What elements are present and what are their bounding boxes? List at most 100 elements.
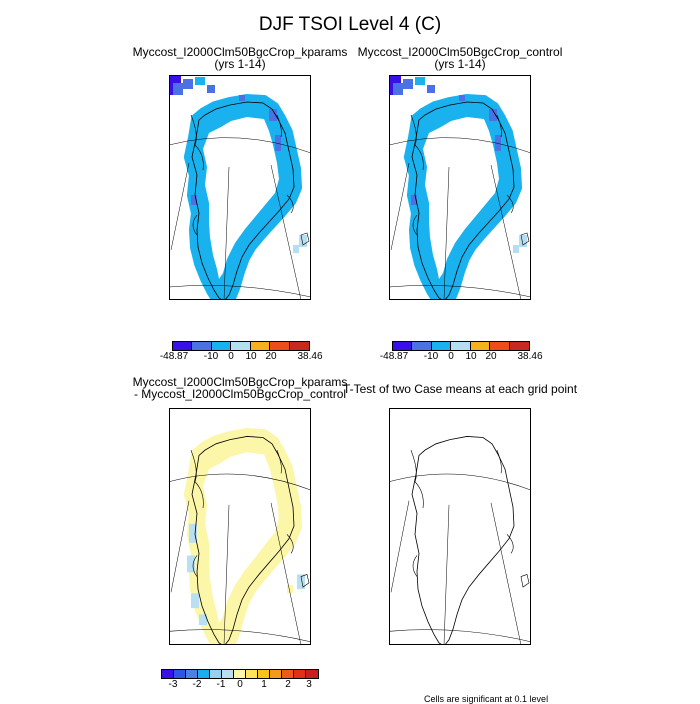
- island: [520, 574, 530, 588]
- coastline: [411, 101, 515, 300]
- colorbar-swatch: [509, 342, 529, 350]
- panel-title-ttest: T-Test of two Case means at each grid po…: [320, 383, 600, 395]
- panel-title-line1: Myccost_I2000Clm50BgcCrop_kparams: [132, 45, 348, 59]
- panel-title-line1: Myccost_I2000Clm50BgcCrop_kparams: [132, 375, 348, 389]
- colorbar-tick-label: 0: [448, 351, 454, 362]
- coastline-detail: [410, 450, 514, 577]
- grid-cell: [393, 83, 403, 95]
- grid-cell: [513, 245, 519, 253]
- panel-title-control: Myccost_I2000Clm50BgcCrop_control (yrs 1…: [320, 46, 600, 70]
- grid-cell: [489, 109, 497, 121]
- graticule-line: [270, 164, 302, 300]
- grid-cell: [459, 95, 465, 101]
- colorbar-swatch: [470, 342, 491, 350]
- colorbar-swatches: [161, 669, 319, 679]
- map-panel-kparams: [169, 75, 311, 300]
- colorbar-swatches: [172, 341, 310, 351]
- grid-cell: [189, 523, 197, 543]
- graticule-line: [169, 473, 311, 491]
- colorbar-swatch: [431, 342, 452, 350]
- map-frame: [389, 75, 531, 300]
- grid-cell: [191, 593, 199, 609]
- colorbar-swatch: [250, 342, 271, 350]
- graticule-line: [270, 502, 302, 645]
- colorbar-swatch: [282, 670, 294, 678]
- grid-cell: [239, 95, 245, 101]
- coastline: [191, 101, 295, 300]
- grid-cell: [293, 245, 299, 253]
- graticule-line: [169, 137, 311, 154]
- colorbar-swatch: [246, 670, 258, 678]
- colorbar-tick-label: 0: [237, 679, 243, 690]
- colorbar-tick-label: 38.46: [297, 351, 323, 362]
- colorbar-tick-label: 2: [285, 679, 291, 690]
- ice-sheet-interior: [423, 117, 499, 279]
- grid-cell: [183, 79, 193, 89]
- grid-cell: [207, 85, 215, 93]
- colorbar-tick-label: -10: [423, 351, 439, 362]
- grid-cell: [199, 614, 207, 625]
- grid-cell: [229, 618, 237, 630]
- colorbar-difference: -3 -2 -1 0 1 2 3: [161, 669, 321, 693]
- panel-title-line2: - Myccost_I2000Clm50BgcCrop_control: [133, 387, 347, 401]
- grid-cell: [415, 77, 425, 85]
- graticule-line: [490, 164, 522, 300]
- island: [520, 232, 530, 246]
- colorbar-swatch: [162, 670, 174, 678]
- colorbar-tick-label: 10: [245, 351, 257, 362]
- colorbar-swatch: [270, 670, 282, 678]
- colorbar-swatch: [289, 342, 309, 350]
- colorbar-tick-label: 3: [306, 679, 312, 690]
- colorbar-tick-label: 20: [485, 351, 497, 362]
- grid-cell: [427, 85, 435, 93]
- colorbar-swatch: [198, 670, 210, 678]
- colorbar-swatch: [451, 342, 471, 350]
- panel-title-line2: (yrs 1-14): [434, 57, 486, 71]
- graticule-line: [223, 166, 230, 300]
- colorbar-swatch: [258, 670, 270, 678]
- panel-title-kparams: Myccost_I2000Clm50BgcCrop_kparams (yrs 1…: [100, 46, 380, 70]
- colorbar-swatch: [192, 342, 212, 350]
- coastline: [411, 436, 515, 645]
- colorbar-swatch: [211, 342, 232, 350]
- colorbar-tick-label: -1: [216, 679, 226, 690]
- graticule-line: [390, 500, 410, 593]
- grid-cell: [269, 109, 277, 121]
- colorbar-tick-label: 1: [261, 679, 267, 690]
- graticule-line: [443, 504, 450, 645]
- colorbar-swatch: [173, 342, 193, 350]
- graticule-line: [389, 473, 531, 491]
- grid-cell: [173, 83, 183, 95]
- graticule-line: [170, 162, 190, 251]
- panel-title-difference: Myccost_I2000Clm50BgcCrop_kparams - Mycc…: [100, 376, 380, 400]
- grid-cell: [195, 77, 205, 85]
- colorbar-swatch: [393, 342, 413, 350]
- graticule-line: [389, 137, 531, 154]
- graticule-line: [223, 504, 230, 645]
- colorbar-swatch: [210, 670, 222, 678]
- map-frame: [169, 75, 311, 300]
- ice-sheet-interior: [203, 117, 279, 279]
- map-frame: [389, 408, 531, 645]
- colorbar-tick-label: -48.87: [379, 351, 409, 362]
- colorbar-kparams: -48.87 -10 0 10 20 38.46: [160, 341, 323, 365]
- graticule-line: [389, 629, 531, 643]
- colorbar-swatch: [234, 670, 246, 678]
- grid-cell: [495, 135, 501, 151]
- coastline-detail: [190, 450, 294, 577]
- footnote: Cells are significant at 0.1 level: [424, 694, 549, 704]
- colorbar-swatch: [186, 670, 198, 678]
- colorbar-swatches: [392, 341, 530, 351]
- colorbar-swatch: [412, 342, 432, 350]
- main-title: DJF TSOI Level 4 (C): [258, 14, 442, 35]
- colorbar-tick-label: 20: [265, 351, 277, 362]
- map-panel-difference: [169, 408, 311, 645]
- colorbar-swatch: [231, 342, 251, 350]
- graticule-line: [170, 500, 190, 593]
- graticule-line: [490, 502, 522, 645]
- colorbar-swatch: [306, 670, 318, 678]
- colorbar-tick-label: 38.46: [517, 351, 543, 362]
- grid-cell: [275, 135, 281, 151]
- panel-title-line1: Myccost_I2000Clm50BgcCrop_control: [357, 45, 563, 59]
- map-panel-control: [389, 75, 531, 300]
